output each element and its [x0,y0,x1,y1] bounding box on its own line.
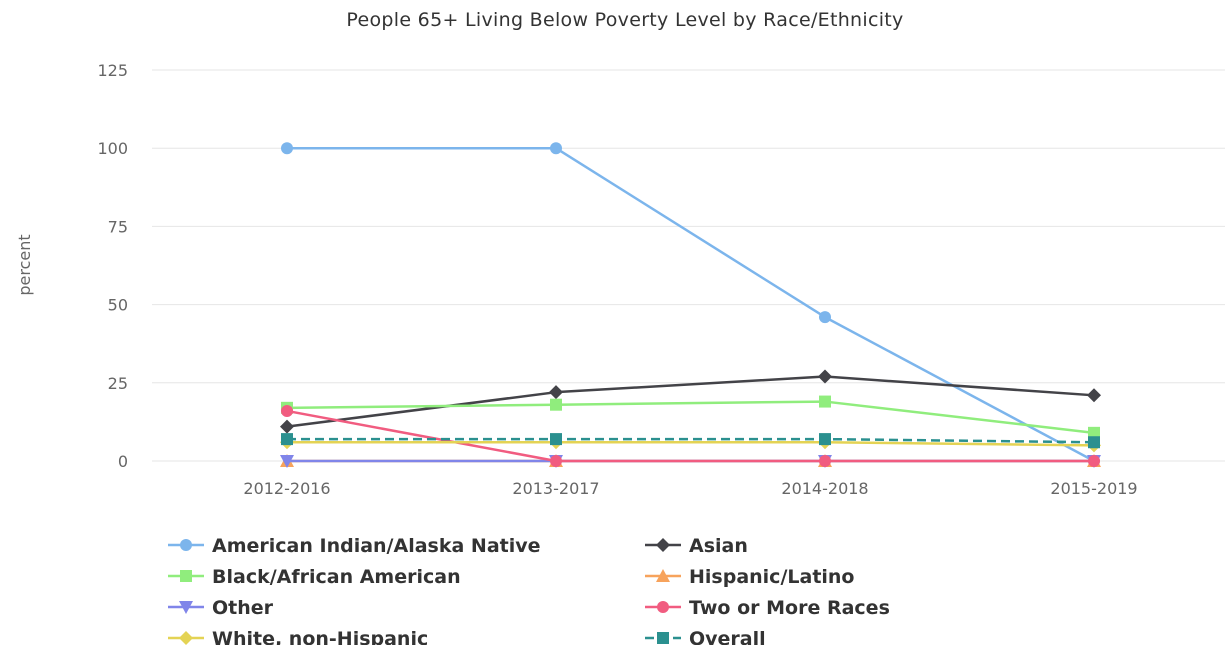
x-tick-label: 2014-2018 [781,479,868,498]
legend[interactable]: American Indian/Alaska Native Asian Black/… [168,535,890,645]
legend-marker [657,632,669,644]
legend-item[interactable]: Other [168,597,274,619]
series-black-african-american [281,395,1100,439]
data-point[interactable] [818,369,832,384]
data-point[interactable] [550,398,562,411]
data-point[interactable] [819,395,831,408]
series-line[interactable] [287,437,1095,444]
legend-item[interactable]: Two or More Races [645,597,890,619]
legend-label: Asian [689,535,748,557]
legend-item[interactable]: White, non-Hispanic [168,628,428,645]
legend-item[interactable]: Asian [645,535,748,557]
y-tick-label: 50 [108,296,128,315]
legend-marker [180,570,192,582]
y-tick-label: 75 [108,217,128,236]
legend-label: Hispanic/Latino [689,566,855,588]
y-axis-label: percent [15,234,34,295]
data-point[interactable] [819,433,831,446]
legend-marker [180,539,192,551]
legend-item[interactable]: Overall [645,628,766,645]
series-overall [281,433,1100,449]
legend-label: White, non-Hispanic [212,628,428,645]
data-point[interactable] [281,433,293,446]
legend-marker [179,601,193,614]
y-tick-label: 125 [97,61,128,80]
data-point[interactable] [280,455,294,468]
x-tick-label: 2013-2017 [512,479,599,498]
series-line[interactable] [286,409,1094,463]
legend-marker [179,631,193,645]
data-point[interactable] [280,419,294,434]
legend-label: Other [212,597,274,619]
x-axis-ticks: 2012-2016 2013-2017 2014-2018 2015-2019 [243,479,1137,498]
y-tick-label: 100 [97,139,128,158]
data-point[interactable] [1087,388,1101,403]
data-point[interactable] [281,142,293,155]
legend-item[interactable]: Black/African American [168,566,461,588]
x-tick-label: 2012-2016 [243,479,330,498]
legend-label: Black/African American [212,566,461,588]
series-line[interactable] [286,375,1095,428]
legend-label: Overall [689,628,766,645]
legend-label: American Indian/Alaska Native [212,535,541,557]
data-point[interactable] [1088,436,1100,449]
data-point[interactable] [549,385,563,400]
y-axis-ticks: 0 25 50 75 100 125 [97,61,128,471]
legend-item[interactable]: Hispanic/Latino [645,566,855,588]
legend-label: Two or More Races [689,597,890,619]
data-point[interactable] [1088,455,1100,467]
x-tick-label: 2015-2019 [1050,479,1137,498]
data-point[interactable] [550,433,562,446]
legend-item[interactable]: American Indian/Alaska Native [168,535,541,557]
data-point[interactable] [281,404,293,417]
data-point[interactable] [819,455,831,467]
series-group [280,142,1101,468]
series-line[interactable] [287,440,1095,447]
y-tick-label: 0 [118,452,128,471]
legend-marker [656,538,670,552]
chart-title: People 65+ Living Below Poverty Level by… [346,9,903,31]
y-tick-label: 25 [108,374,128,393]
data-point[interactable] [550,455,562,467]
data-point[interactable] [1088,426,1100,439]
legend-marker [657,601,669,613]
legend-marker [656,569,670,582]
series-asian [280,369,1101,434]
data-point[interactable] [819,311,831,324]
series-line[interactable] [286,400,1095,435]
series-line[interactable] [287,146,1095,463]
series-two-or-more-races [281,404,1100,467]
series-white-non-hispanic [280,435,1101,453]
data-point[interactable] [550,142,562,155]
